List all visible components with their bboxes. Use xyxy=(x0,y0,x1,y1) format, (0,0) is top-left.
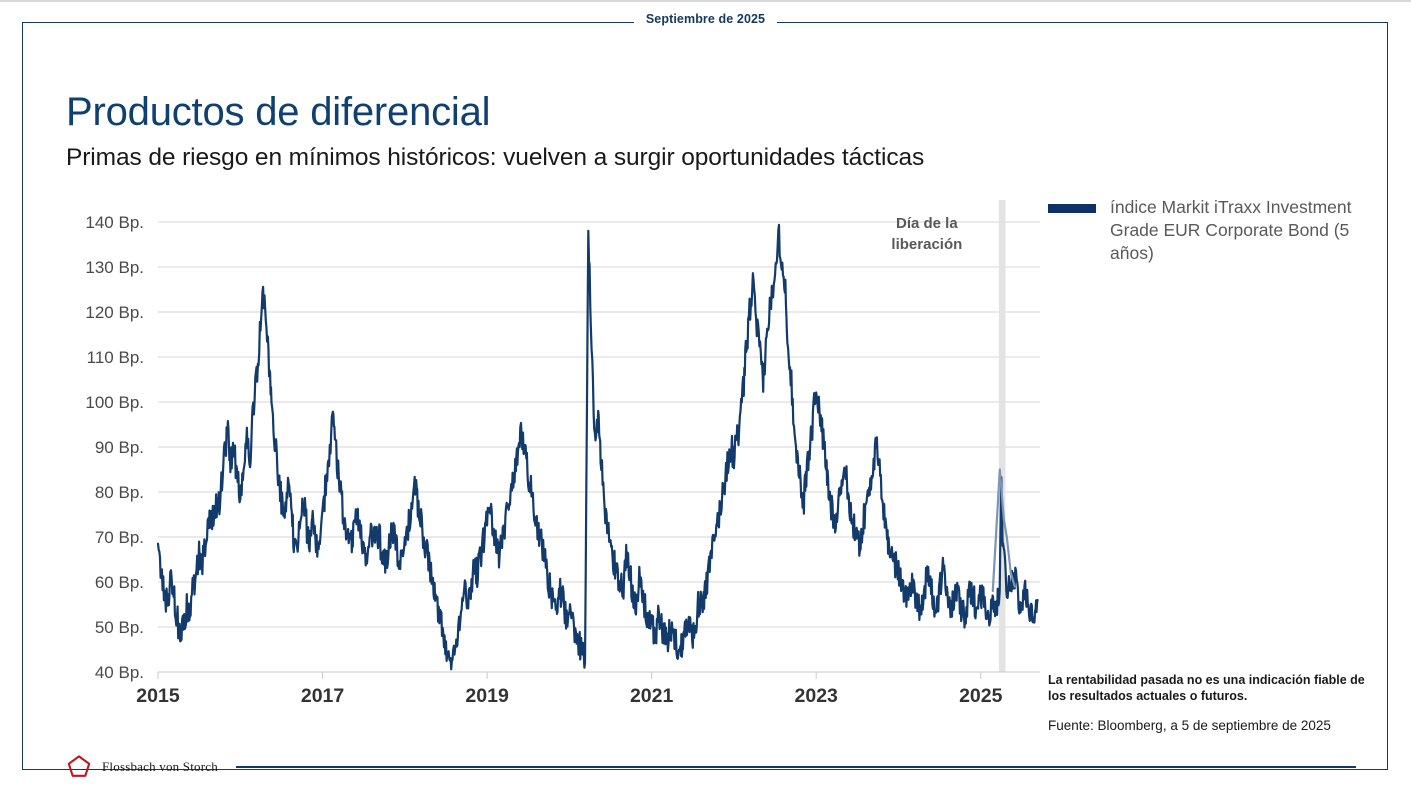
pentagon-logo-shape xyxy=(67,755,91,777)
header-date: Septiembre de 2025 xyxy=(0,12,1411,26)
header-date-label: Septiembre de 2025 xyxy=(633,12,778,26)
past-performance-disclaimer: La rentabilidad pasada no es una indicac… xyxy=(1048,673,1365,703)
footer-divider xyxy=(235,766,1356,768)
brand-name: Flossbach von Storch xyxy=(102,759,218,774)
source-note: Fuente: Bloomberg, a 5 de septiembre de … xyxy=(1048,718,1331,733)
top-divider xyxy=(0,0,1411,2)
legend-color-swatch xyxy=(1048,204,1096,213)
slide-footer: Flossbach von Storch xyxy=(66,751,1356,783)
page-subtitle: Primas de riesgo en mínimos históricos: … xyxy=(66,144,925,171)
legend-item-label: índice Markit iTraxx Investment Grade EU… xyxy=(1110,197,1352,263)
chart-legend: índice Markit iTraxx Investment Grade EU… xyxy=(1048,196,1388,265)
flossbach-logo-icon xyxy=(66,754,92,780)
page-title: Productos de diferencial xyxy=(66,90,491,134)
legend-item: índice Markit iTraxx Investment Grade EU… xyxy=(1048,196,1388,265)
